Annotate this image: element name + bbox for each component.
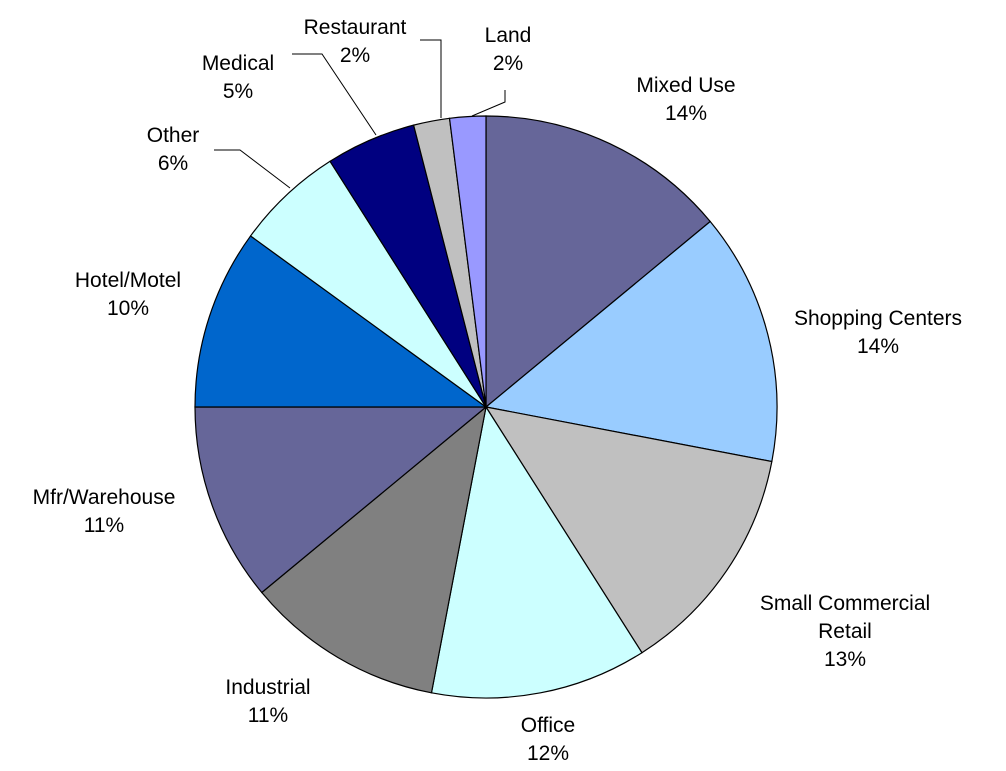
slice-label: Industrial 11% <box>225 674 310 730</box>
slice-label: Restaurant 2% <box>304 14 407 70</box>
category-label: Hotel/Motel <box>74 269 182 292</box>
category-label: Mfr/Warehouse <box>32 486 176 509</box>
category-label: Land <box>484 24 532 47</box>
value-label: 2% <box>492 52 524 75</box>
value-label: 11% <box>247 704 289 727</box>
category-label: Restaurant <box>303 16 407 39</box>
value-label: 6% <box>157 152 189 175</box>
category-label: Medical <box>201 52 275 75</box>
leader-line <box>292 53 377 136</box>
slice-label: Shopping Centers 14% <box>794 305 962 361</box>
value-label: 10% <box>106 297 150 320</box>
category-label: Small Commercial Retail <box>759 592 931 643</box>
slice-label: Office 12% <box>521 712 575 768</box>
value-label: 13% <box>823 648 867 671</box>
leader-line <box>420 39 442 118</box>
leader-line <box>214 149 291 189</box>
pie-slice <box>448 115 487 408</box>
slice-label: Other 6% <box>147 122 200 178</box>
category-label: Shopping Centers <box>793 307 963 330</box>
slice-label: Small Commercial Retail 13% <box>725 590 965 674</box>
category-label: Other <box>146 124 200 147</box>
slice-label: Hotel/Motel 10% <box>75 267 181 323</box>
slice-label: Mfr/Warehouse 11% <box>33 484 176 540</box>
value-label: 5% <box>222 80 254 103</box>
value-label: 12% <box>526 742 570 765</box>
value-label: 11% <box>83 514 125 537</box>
pie-slice <box>484 406 773 654</box>
category-label: Office <box>520 714 576 737</box>
slice-label: Land 2% <box>485 22 532 78</box>
pie-slice <box>260 405 487 694</box>
value-label: 2% <box>339 44 371 67</box>
category-label: Mixed Use <box>636 74 736 97</box>
category-label: Industrial <box>225 676 311 699</box>
pie-slice <box>194 235 488 408</box>
pie-slice <box>485 115 712 409</box>
slice-label: Mixed Use 14% <box>636 72 735 128</box>
pie-slice <box>484 220 778 463</box>
pie-slice <box>430 405 643 699</box>
leader-line <box>471 90 506 117</box>
slice-label: Medical 5% <box>202 50 274 106</box>
pie-slice <box>194 406 488 594</box>
value-label: 14% <box>664 102 708 125</box>
value-label: 14% <box>856 335 900 358</box>
